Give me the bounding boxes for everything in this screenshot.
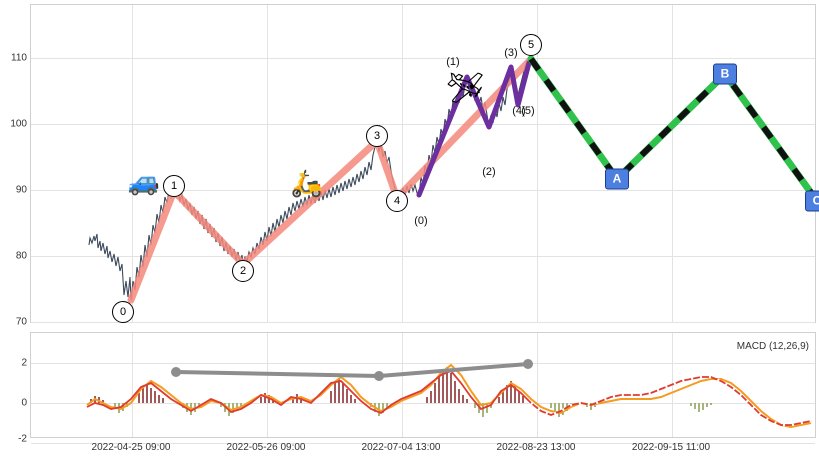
xtick-3: 2022-07-04 13:00 <box>361 442 441 453</box>
forecast-label-c: C <box>805 190 819 212</box>
wave-marker-3: 3 <box>366 125 388 147</box>
subwave-label-5: (5) <box>521 105 535 117</box>
xtick-1: 2022-04-25 09:00 <box>91 442 171 453</box>
scooter-icon: 🛵 <box>290 168 324 198</box>
price-series-svg <box>88 55 819 304</box>
wave-marker-0: 0 <box>112 301 134 323</box>
subwave-label-2: (2) <box>482 166 496 178</box>
subwave-label-4: (4) <box>512 105 526 117</box>
subwave-label-1: (1) <box>446 56 460 68</box>
gridline-70 <box>31 322 815 323</box>
macd-gridline-2 <box>31 363 815 364</box>
macd-title: MACD (12,26,9) <box>736 341 809 352</box>
wave-marker-1: 1 <box>163 175 185 197</box>
forecast-abc-line <box>527 55 819 205</box>
gridline-80 <box>31 256 815 257</box>
subwave-label-0: (0) <box>414 215 428 227</box>
wave-marker-5: 5 <box>520 34 542 56</box>
divergence-point-3 <box>523 359 533 369</box>
forecast-label-a: A <box>605 168 629 190</box>
macd-gridline-neg2 <box>31 443 815 444</box>
macd-vgridline-1 <box>132 333 133 437</box>
macd-ytick-2: 2 <box>21 357 27 369</box>
car-icon: 🚙 <box>127 166 161 196</box>
airplane-icon: 🛩 <box>445 72 485 105</box>
vgridline-4 <box>537 5 538 322</box>
wave-marker-2: 2 <box>232 260 254 282</box>
xtick-4: 2022-08-23 13:00 <box>496 442 576 453</box>
ytick-100: 100 <box>10 118 27 130</box>
divergence-point-2 <box>374 371 384 381</box>
subwave-label-3: (3) <box>504 47 518 59</box>
ytick-90: 90 <box>15 184 27 196</box>
vgridline-5 <box>672 5 673 322</box>
impulse-wave-line <box>127 55 535 304</box>
macd-panel: 2 0 -2 MACD (12,26,9) <box>18 332 816 445</box>
wave-marker-4: 4 <box>386 190 408 212</box>
vgridline-1 <box>132 5 133 322</box>
macd-ytick-neg2: -2 <box>18 433 27 445</box>
forecast-abc-dash-overlay <box>528 57 819 203</box>
subwave-line <box>416 60 532 198</box>
macd-gridline-0 <box>31 403 815 404</box>
price-chart-panel: 110 100 90 80 70 🚙 🛵 🛩 <box>10 4 819 328</box>
vgridline-2 <box>267 5 268 322</box>
macd-line <box>86 369 812 426</box>
forecast-label-b: B <box>713 63 737 85</box>
xtick-5: 2022-09-15 11:00 <box>631 442 711 453</box>
gridline-100 <box>31 124 815 125</box>
ytick-80: 80 <box>15 250 27 262</box>
ytick-70: 70 <box>15 316 27 328</box>
xtick-2: 2022-05-26 09:00 <box>226 442 306 453</box>
vgridline-3 <box>402 5 403 322</box>
divergence-point-1 <box>171 367 181 377</box>
macd-vgridline-2 <box>267 333 268 437</box>
ytick-110: 110 <box>11 52 27 64</box>
macd-divergence-line <box>175 362 529 379</box>
macd-vgridline-3 <box>402 333 403 437</box>
macd-vgridline-4 <box>537 333 538 437</box>
macd-ytick-0: 0 <box>21 397 27 409</box>
macd-series-svg <box>86 359 812 429</box>
gridline-110 <box>31 58 815 59</box>
